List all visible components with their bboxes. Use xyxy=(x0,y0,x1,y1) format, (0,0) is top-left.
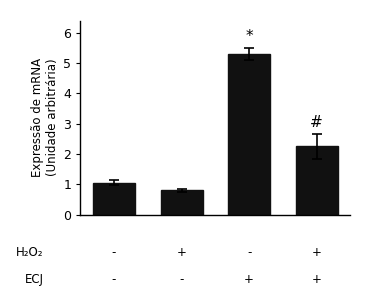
Bar xyxy=(228,54,270,215)
Bar xyxy=(93,183,135,215)
Text: H₂O₂: H₂O₂ xyxy=(16,246,44,259)
Text: +: + xyxy=(244,273,254,286)
Bar xyxy=(161,191,203,215)
Text: -: - xyxy=(112,273,116,286)
Text: *: * xyxy=(245,29,253,44)
Text: -: - xyxy=(247,246,251,259)
Y-axis label: Expressão de mRNA
(Unidade arbitrária): Expressão de mRNA (Unidade arbitrária) xyxy=(31,58,59,177)
Text: -: - xyxy=(112,246,116,259)
Text: ECJ: ECJ xyxy=(25,273,44,286)
Text: -: - xyxy=(180,273,184,286)
Text: +: + xyxy=(312,273,322,286)
Text: #: # xyxy=(310,115,323,130)
Text: +: + xyxy=(312,246,322,259)
Bar xyxy=(296,146,338,215)
Text: +: + xyxy=(177,246,187,259)
